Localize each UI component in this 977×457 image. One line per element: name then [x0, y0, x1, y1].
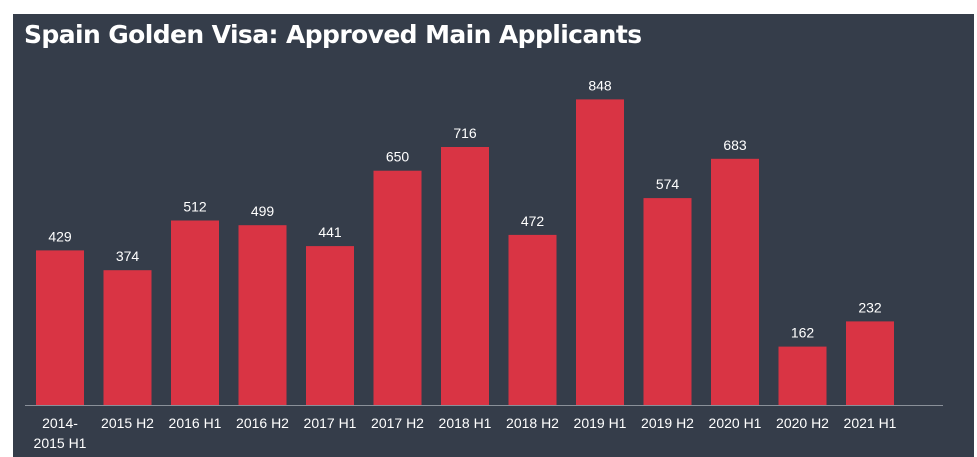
x-tick-label-line: 2019 H1 — [574, 415, 627, 431]
bar-9 — [576, 99, 624, 406]
x-tick-label-line: 2017 H2 — [371, 415, 424, 431]
x-tick-label-line: 2021 H1 — [844, 415, 897, 431]
chart-title: Spain Golden Visa: Approved Main Applica… — [24, 20, 642, 49]
bar-13 — [846, 321, 894, 405]
x-tick-label-line: 2015 H2 — [101, 415, 154, 431]
bar-1 — [36, 250, 84, 405]
x-tick-label-9: 2019 H1 — [574, 415, 627, 431]
x-tick-label-line: 2015 H1 — [34, 435, 87, 451]
value-label-10: 574 — [656, 176, 680, 192]
x-tick-label-line: 2016 H1 — [169, 415, 222, 431]
x-tick-label-10: 2019 H2 — [641, 415, 694, 431]
value-label-4: 499 — [251, 203, 275, 219]
value-label-2: 374 — [116, 248, 140, 264]
value-label-6: 650 — [386, 149, 410, 165]
value-label-5: 441 — [318, 224, 342, 240]
x-tick-labels-group: 2014- 2015 H1 2015 H2 2016 H1 2016 H2 2017 H1… — [34, 415, 897, 451]
value-label-8: 472 — [521, 213, 545, 229]
bar-5 — [306, 246, 354, 405]
bar-10 — [643, 198, 692, 405]
value-label-3: 512 — [183, 199, 207, 215]
x-tick-label-6: 2017 H2 — [371, 415, 424, 431]
x-tick-label-2: 2015 H2 — [101, 415, 154, 431]
x-tick-label-line: 2020 H1 — [709, 415, 762, 431]
x-tick-label-line: 2016 H2 — [236, 415, 289, 431]
bar-2 — [103, 270, 152, 405]
x-tick-label-11: 2020 H1 — [709, 415, 762, 431]
bar-6 — [373, 170, 422, 405]
value-label-11: 683 — [723, 137, 747, 153]
x-tick-label-5: 2017 H1 — [304, 415, 357, 431]
x-tick-label-7: 2018 H1 — [439, 415, 492, 431]
x-tick-label-8: 2018 H2 — [506, 415, 559, 431]
bar-8 — [508, 234, 557, 405]
x-tick-label-12: 2020 H2 — [776, 415, 829, 431]
bar-7 — [441, 147, 489, 405]
bar-4 — [238, 225, 287, 405]
bars-group — [36, 99, 894, 406]
x-tick-label-line: 2020 H2 — [776, 415, 829, 431]
x-tick-label-3: 2016 H1 — [169, 415, 222, 431]
value-label-13: 232 — [858, 299, 882, 315]
value-labels-group: 429 374 512 499 441 650 716 472 848 574 683 162 232 — [48, 77, 882, 340]
x-tick-label-line: 2014- — [42, 415, 78, 431]
chart-panel: Spain Golden Visa: Approved Main Applica… — [13, 14, 974, 457]
x-tick-label-13: 2021 H1 — [844, 415, 897, 431]
x-tick-label-1: 2014- 2015 H1 — [34, 415, 87, 451]
x-tick-label-line: 2018 H2 — [506, 415, 559, 431]
x-tick-label-line: 2017 H1 — [304, 415, 357, 431]
value-label-1: 429 — [48, 228, 72, 244]
x-tick-label-line: 2018 H1 — [439, 415, 492, 431]
x-tick-label-line: 2019 H2 — [641, 415, 694, 431]
bar-12 — [778, 346, 827, 405]
value-label-12: 162 — [791, 325, 815, 341]
bar-3 — [171, 220, 219, 405]
x-tick-label-4: 2016 H2 — [236, 415, 289, 431]
value-label-9: 848 — [588, 77, 612, 93]
bar-11 — [711, 158, 759, 405]
value-label-7: 716 — [453, 125, 477, 141]
